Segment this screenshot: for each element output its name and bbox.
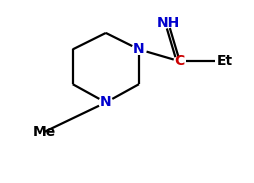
Text: Me: Me (33, 125, 56, 139)
Text: C: C (174, 54, 184, 68)
Text: N: N (133, 42, 144, 56)
Text: NH: NH (156, 16, 179, 30)
Text: N: N (100, 96, 111, 109)
Text: Et: Et (216, 54, 232, 68)
